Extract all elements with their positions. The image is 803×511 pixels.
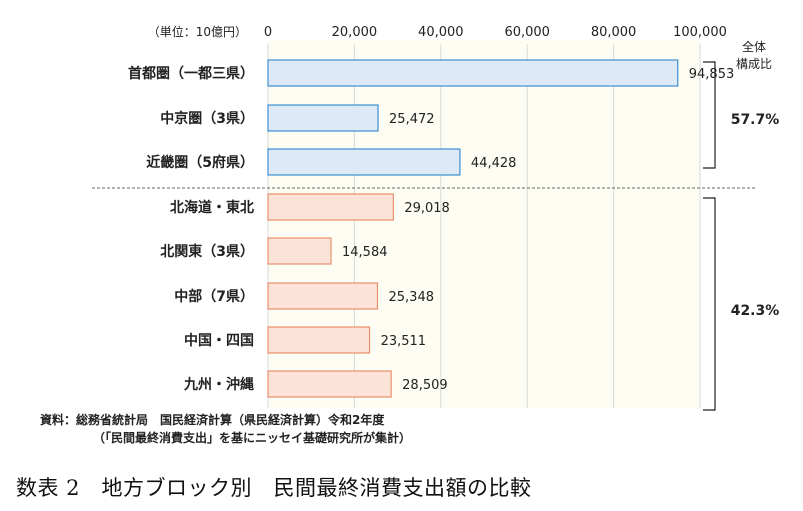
bar-value-label: 29,018 bbox=[404, 201, 450, 216]
share-header-line1: 全体 bbox=[742, 39, 766, 54]
category-label: 中京圏（3県） bbox=[160, 110, 254, 127]
bar bbox=[267, 370, 392, 398]
x-tick-label: 100,000 bbox=[673, 25, 727, 40]
x-tick-label: 0 bbox=[264, 25, 272, 40]
bar bbox=[267, 104, 379, 132]
x-tick-label: 60,000 bbox=[504, 25, 550, 40]
unit-label: （単位：10億円） bbox=[148, 24, 247, 39]
bar bbox=[267, 237, 332, 265]
bar bbox=[267, 282, 379, 310]
category-label: 北関東（3県） bbox=[160, 243, 254, 260]
category-label: 九州・沖縄 bbox=[183, 376, 254, 393]
bar bbox=[267, 193, 394, 221]
group-brackets: 57.7% 42.3% bbox=[703, 61, 780, 411]
bars: 首都圏（一都三県） 94,853 中京圏（3県） 25,472 近畿圏（5府県） 44,4… bbox=[128, 59, 735, 398]
bar bbox=[267, 59, 679, 87]
category-label: 近畿圏（5府県） bbox=[146, 154, 254, 171]
group-share-label: 57.7% bbox=[731, 112, 780, 128]
category-label: 北海道・東北 bbox=[170, 199, 254, 216]
bar-value-label: 94,853 bbox=[689, 67, 735, 82]
category-label: 中国・四国 bbox=[184, 332, 254, 349]
bar-value-label: 28,509 bbox=[402, 378, 448, 393]
x-tick-label: 80,000 bbox=[591, 25, 637, 40]
bar-value-label: 23,511 bbox=[381, 334, 427, 349]
x-axis-tick-labels: 0 20,000 40,000 60,000 80,000 100,000 bbox=[264, 25, 727, 40]
x-tick-label: 20,000 bbox=[332, 25, 378, 40]
bar bbox=[267, 148, 461, 176]
category-label: 首都圏（一都三県） bbox=[128, 65, 254, 82]
source-line-1: 資料：総務省統計局 国民経済計算（県民経済計算）令和2年度 bbox=[40, 412, 385, 427]
bar bbox=[267, 326, 371, 354]
bar-value-label: 14,584 bbox=[342, 245, 388, 260]
bar-value-label: 44,428 bbox=[471, 156, 517, 171]
source-line-2: （「民間最終消費支出」を基にニッセイ基礎研究所が集計） bbox=[93, 430, 411, 445]
group-share-label: 42.3% bbox=[731, 303, 780, 319]
group-bracket bbox=[703, 197, 716, 411]
bar-value-label: 25,348 bbox=[389, 290, 435, 305]
x-tick-label: 40,000 bbox=[418, 25, 464, 40]
bar-value-label: 25,472 bbox=[389, 112, 435, 127]
regional-consumption-bar-chart: （単位：10億円） 0 20,000 40,000 60,000 80,000 100,0… bbox=[40, 24, 780, 445]
category-label: 中部（7県） bbox=[174, 288, 254, 305]
group-bracket bbox=[703, 61, 716, 169]
figure-caption: 数表 2 地方ブロック別 民間最終消費支出額の比較 bbox=[16, 476, 532, 500]
share-header-line2: 構成比 bbox=[736, 57, 772, 71]
